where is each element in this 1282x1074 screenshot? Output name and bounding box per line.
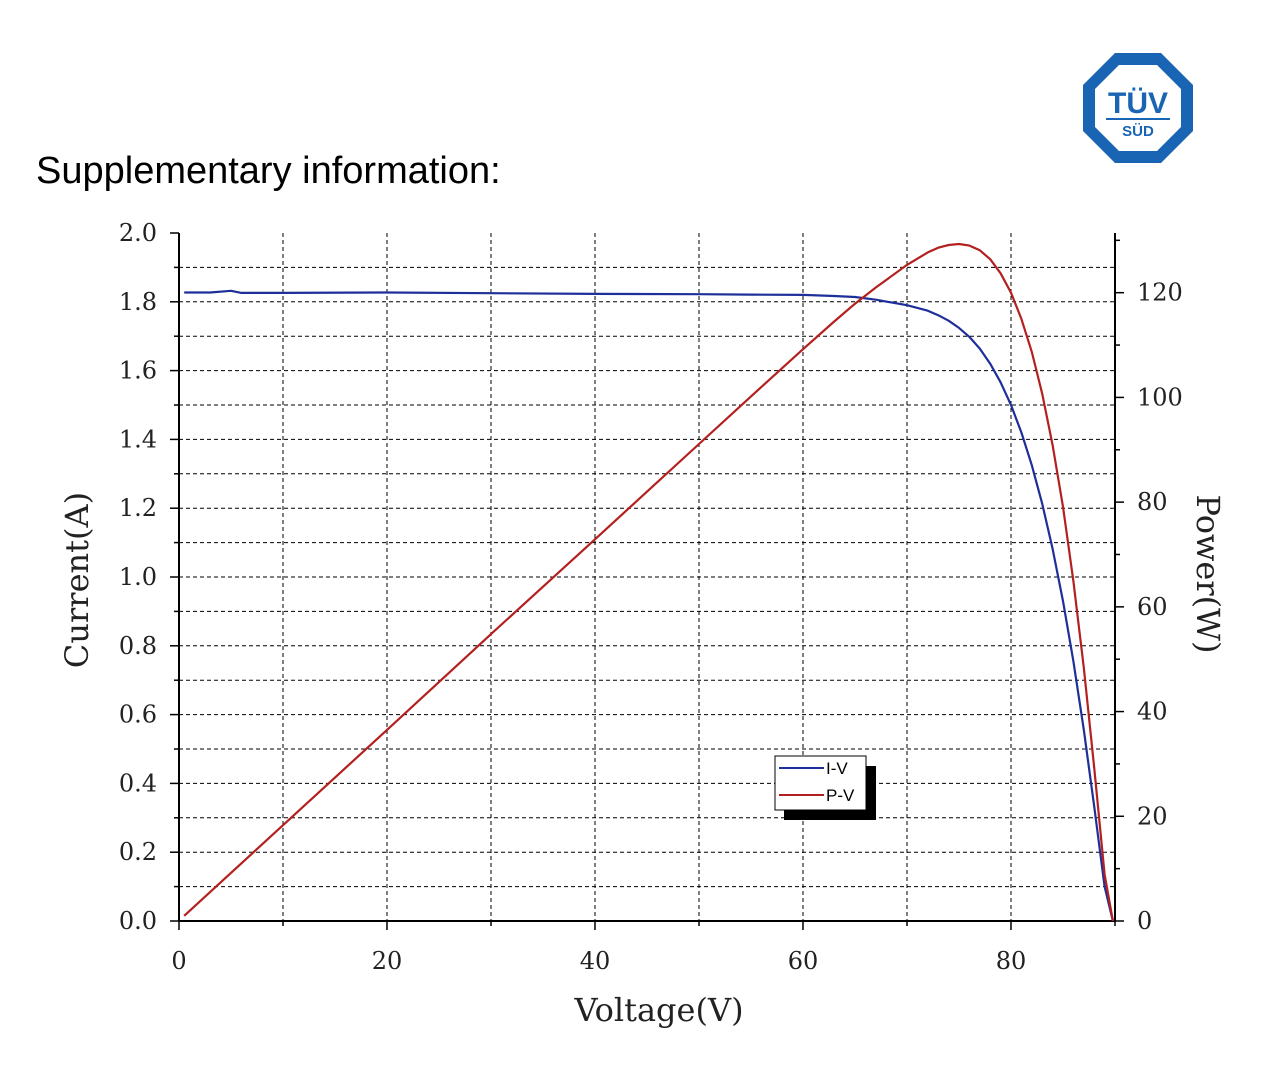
series-line-i-v [184,289,1114,922]
logo-inner-octagon [1095,65,1181,151]
legend: I-V P-V [774,755,876,820]
legend-box [774,755,867,811]
y-tick-label: 0.0 [119,907,157,935]
page-heading: Supplementary information: [36,150,501,192]
x-axis-label: Voltage(V) [573,991,743,1029]
legend-label-pv: P-V [826,786,855,805]
y2-axis-label: Power(W) [1189,495,1227,654]
y2-tick-label: 40 [1137,698,1168,726]
x-tick-label: 40 [580,947,611,975]
ticks: 0 20 40 60 80 0.0 0.2 0.4 0.6 0.8 1.0 1.2 1.4 1.6 1.8 2… [119,219,1183,975]
y-tick-label: 2.0 [119,219,157,247]
y-tick-label: 1.6 [119,357,157,385]
y2-tick-label: 60 [1137,593,1168,621]
x-tick-label: 80 [996,947,1027,975]
tuv-sud-logo: TÜV SÜD [1083,53,1193,163]
y2-tick-label: 80 [1137,488,1168,516]
x-tick-label: 60 [788,947,819,975]
series-line-p-v [183,242,1114,922]
y-tick-label: 1.0 [119,563,157,591]
y-tick-label: 0.4 [119,769,157,797]
y-tick-label: 1.2 [119,494,157,522]
y-tick-label: 0.6 [119,701,157,729]
y2-tick-label: 0 [1137,907,1152,935]
data-series [183,242,1114,922]
logo-text-tuv: TÜV [1108,87,1168,120]
legend-label-iv: I-V [826,759,848,778]
y-tick-label: 0.8 [119,632,157,660]
x-tick-label: 20 [372,947,403,975]
grid-lines [179,233,1115,921]
y2-tick-label: 100 [1137,383,1183,411]
y2-tick-label: 120 [1137,279,1183,307]
y-axis-label: Current(A) [58,492,96,668]
y-tick-label: 0.2 [119,838,157,866]
logo-text-sud: SÜD [1122,123,1154,140]
y-tick-label: 1.4 [119,425,157,453]
x-tick-label: 0 [171,947,186,975]
y-tick-label: 1.8 [119,288,157,316]
y2-tick-label: 20 [1137,802,1168,830]
